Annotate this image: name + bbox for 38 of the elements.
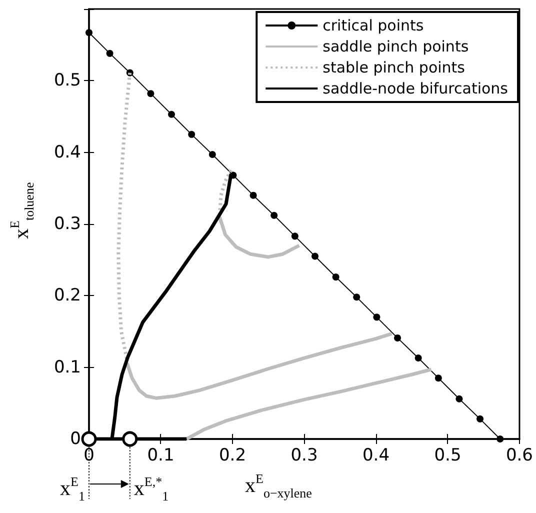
- y-tick-label: 0.1: [54, 357, 81, 378]
- point: [353, 294, 360, 301]
- legend-label: critical points: [322, 16, 424, 34]
- point: [394, 334, 402, 342]
- point: [373, 314, 380, 321]
- x-tick-label: 0: [84, 446, 94, 466]
- point: [270, 212, 278, 219]
- point: [147, 90, 154, 98]
- x-tick-label: 0.4: [362, 446, 390, 466]
- legend-label: stable pinch points: [322, 58, 466, 76]
- point: [250, 192, 257, 199]
- x-tick-label: 0.2: [218, 446, 246, 466]
- point: [168, 110, 176, 118]
- y-tick-label: 0.4: [54, 142, 81, 162]
- x-tick-label: 0.5: [434, 446, 462, 466]
- y-tick-label: 0.3: [54, 214, 81, 234]
- x-tick-label: 0.3: [290, 446, 318, 466]
- point: [496, 436, 504, 442]
- x-tick-label: 0.1: [147, 446, 174, 466]
- point: [434, 374, 442, 382]
- point: [188, 130, 196, 138]
- point: [456, 395, 463, 402]
- point: [332, 274, 340, 281]
- point: [86, 29, 92, 36]
- point: [122, 431, 138, 447]
- point: [81, 431, 97, 447]
- y-tick-label: 0.5: [54, 70, 81, 91]
- x-tick-label: 0.6: [506, 446, 534, 466]
- point: [312, 252, 319, 260]
- legend-label: saddle pinch points: [322, 38, 469, 56]
- point: [106, 50, 114, 57]
- point: [476, 415, 484, 422]
- point: [208, 150, 216, 158]
- y-tick-label: 0: [70, 429, 81, 449]
- point: [291, 232, 298, 240]
- point: [414, 354, 422, 362]
- legend-label: saddle-node bifurcations: [322, 80, 508, 98]
- y-tick-label: 0.2: [54, 286, 81, 306]
